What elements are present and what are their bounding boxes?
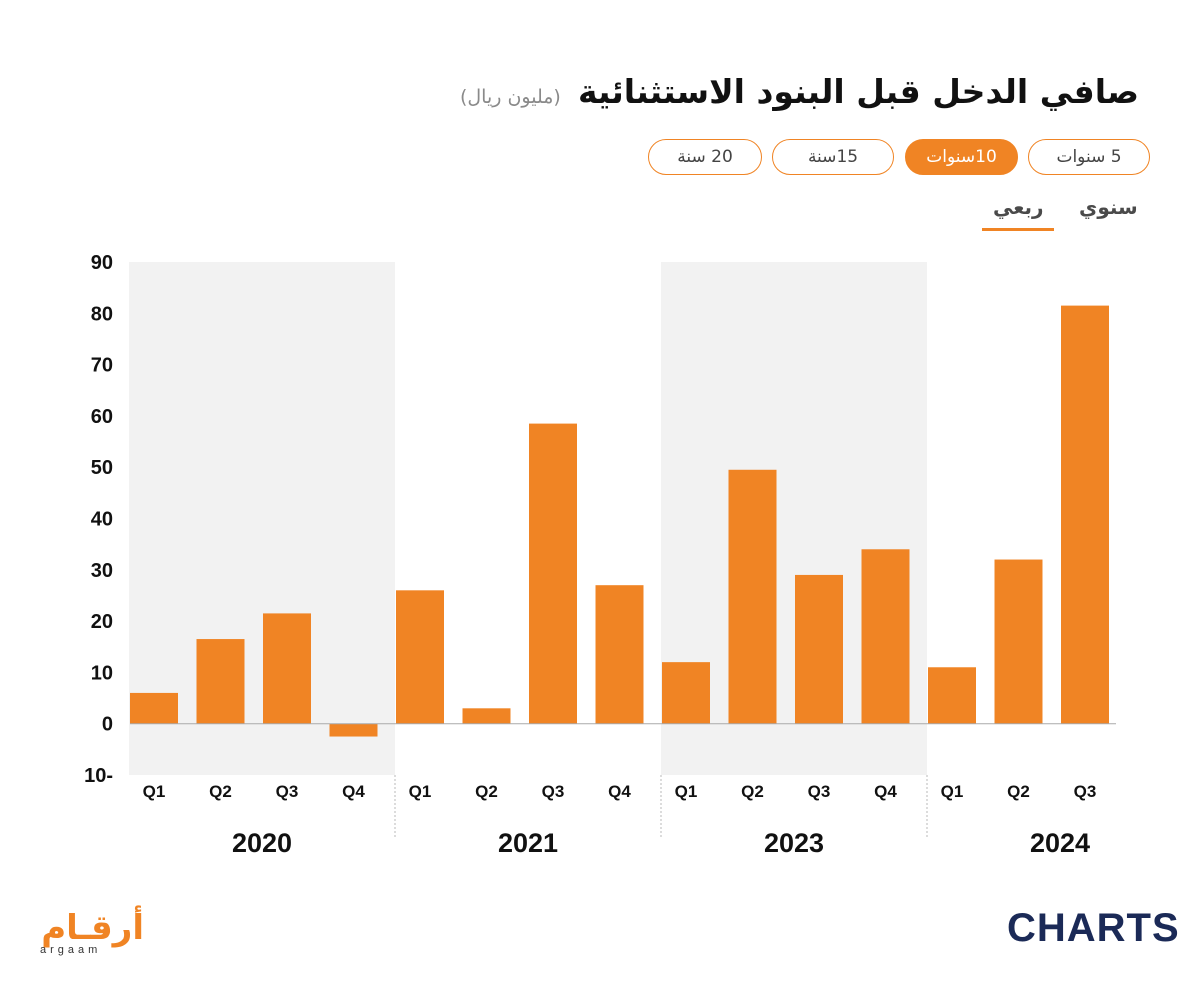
x-tick-label: Q1 (143, 782, 166, 801)
y-tick-label: 30 (91, 560, 113, 582)
y-tick-label: 10- (84, 765, 113, 787)
argaam-logo-latin: argaam (40, 944, 102, 956)
year-label-2024: 2024 (1030, 828, 1090, 858)
range-5-years-label: 5 سنوات (1056, 147, 1122, 167)
bar-2023-Q3 (795, 574, 843, 724)
range-15-years-label: 15سنة (807, 147, 859, 167)
bar-2020-Q2 (196, 639, 245, 724)
argaam-logo: أرقـام argaam (34, 910, 144, 958)
range-10-years-button[interactable]: 10سنوات (905, 139, 1018, 175)
unit-label: (مليون ريال) (459, 86, 561, 108)
chart-header: صافي الدخل قبل البنود الاستثنائية (مليون… (460, 72, 1139, 111)
bar-2021-Q1 (396, 590, 444, 724)
x-tick-label: Q3 (1074, 782, 1097, 801)
range-20-years-button[interactable]: 20 سنة (648, 139, 762, 175)
year-band-2020 (129, 262, 395, 775)
bar-2023-Q4 (861, 549, 910, 724)
y-tick-label: 20 (91, 611, 113, 633)
bar-2020-Q3 (263, 613, 311, 724)
charts-logo: CHARTS (1007, 906, 1180, 950)
bar-chart: 2020 2021 2023 2024 10- 0 10 20 30 40 50 60 70 80 90 Q1… (84, 252, 1116, 858)
x-tick-label: Q1 (675, 782, 698, 801)
argaam-logo-arabic: أرقـام (41, 908, 144, 948)
range-20-years-label: 20 سنة (677, 147, 733, 167)
bar-2021-Q4 (595, 585, 644, 724)
tab-quarterly[interactable]: ربعي (993, 195, 1044, 219)
y-tick-label: 0 (102, 714, 113, 736)
bar-2024-Q1 (928, 667, 976, 724)
x-tick-label: Q3 (808, 782, 831, 801)
range-5-years-button[interactable]: 5 سنوات (1028, 139, 1150, 175)
x-tick-label: Q4 (342, 782, 365, 801)
x-tick-label: Q2 (475, 782, 498, 801)
x-tick-label: Q3 (542, 782, 565, 801)
bar-2020-Q4 (329, 723, 378, 737)
x-tick-label: Q1 (941, 782, 964, 801)
y-tick-label: 40 (91, 509, 113, 531)
bar-2024-Q3 (1061, 305, 1109, 724)
bar-2023-Q1 (662, 662, 710, 724)
x-tick-label: Q4 (608, 782, 631, 801)
tab-annual[interactable]: سنوي (1079, 195, 1138, 219)
year-label-2021: 2021 (498, 828, 558, 858)
range-15-years-button[interactable]: 15سنة (772, 139, 894, 175)
bar-2023-Q2 (728, 469, 777, 724)
x-tick-label: Q2 (741, 782, 764, 801)
y-tick-label: 50 (91, 457, 113, 479)
bar-2020-Q1 (130, 692, 178, 724)
bar-2024-Q2 (994, 559, 1043, 724)
bar-2021-Q3 (529, 423, 577, 724)
page-title: صافي الدخل قبل البنود الاستثنائية (577, 72, 1139, 111)
x-tick-label: Q3 (276, 782, 299, 801)
y-tick-label: 90 (91, 252, 113, 274)
tab-quarterly-underline (982, 228, 1054, 231)
year-label-2023: 2023 (764, 828, 824, 858)
range-10-years-label: 10سنوات (926, 147, 997, 167)
y-tick-label: 60 (91, 406, 113, 428)
x-tick-label: Q1 (409, 782, 432, 801)
x-tick-label: Q2 (1007, 782, 1030, 801)
y-tick-label: 80 (91, 303, 113, 325)
x-tick-label: Q4 (874, 782, 897, 801)
y-tick-label: 10 (91, 662, 113, 684)
y-tick-label: 70 (91, 355, 113, 377)
x-tick-label: Q2 (209, 782, 232, 801)
bar-2021-Q2 (462, 708, 511, 724)
year-label-2020: 2020 (232, 828, 292, 858)
